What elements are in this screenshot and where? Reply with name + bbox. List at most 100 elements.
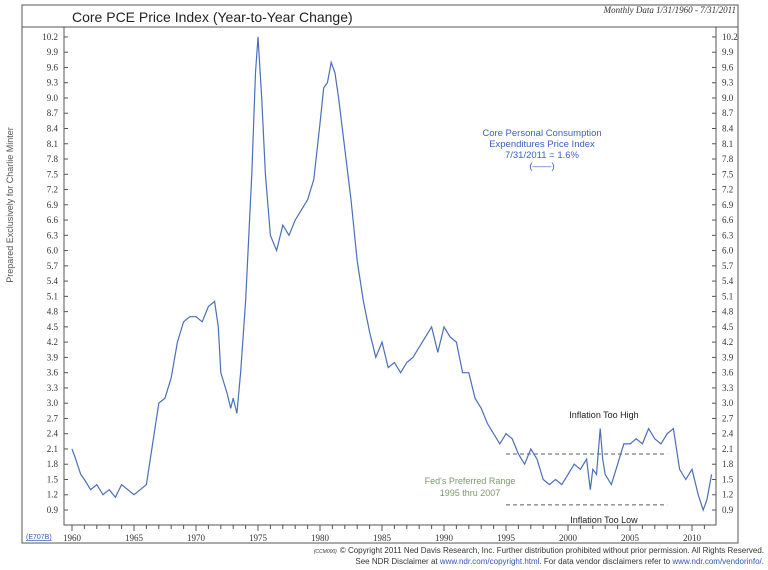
x-tick-label: 1995 — [497, 533, 516, 543]
y-tick-label-left: 7.8 — [47, 154, 59, 164]
y-tick-label-right: 2.4 — [722, 429, 734, 439]
y-tick-label-left: 1.5 — [47, 474, 59, 484]
y-tick-label-right: 6.3 — [722, 230, 734, 240]
y-tick-label-right: 3.9 — [722, 352, 734, 362]
y-tick-label-left: 2.4 — [47, 429, 59, 439]
vendorinfo-link[interactable]: www.ndr.com/vendorinfo/ — [671, 557, 762, 566]
legend-line: (——) — [529, 161, 554, 172]
y-tick-label-left: 10.2 — [42, 32, 58, 42]
x-tick-label: 1990 — [435, 533, 454, 543]
y-tick-label-right: 2.7 — [722, 413, 734, 423]
y-tick-label-left: 9.3 — [47, 78, 59, 88]
x-tick-label: 2005 — [621, 533, 640, 543]
y-tick-label-left: 0.9 — [47, 505, 59, 515]
x-tick-label: 1960 — [63, 533, 82, 543]
legend-line: Expenditures Price Index — [489, 139, 595, 150]
y-tick-label-right: 9.3 — [722, 78, 734, 88]
y-tick-label-right: 3.3 — [722, 383, 734, 393]
y-tick-label-right: 2.1 — [722, 444, 733, 454]
y-tick-label-left: 6.9 — [47, 200, 59, 210]
y-tick-label-left: 8.1 — [47, 139, 58, 149]
disclaimer-suffix: . — [762, 557, 764, 566]
x-tick-label: 1965 — [125, 533, 144, 543]
y-tick-label-right: 6.6 — [722, 215, 734, 225]
chart-title: Core PCE Price Index (Year-to-Year Chang… — [72, 9, 353, 25]
y-tick-label-right: 8.4 — [722, 124, 734, 134]
disclaimer-middle: . For data vendor disclaimers refer to — [539, 557, 672, 566]
y-tick-label-right: 5.7 — [722, 261, 734, 271]
y-tick-label-right: 0.9 — [722, 505, 734, 515]
x-tick-label: 1980 — [311, 533, 330, 543]
copyright: © Copyright 2011 Ned Davis Research, Inc… — [340, 546, 764, 555]
disclaimer-text: See NDR Disclaimer at www.ndr.com/copyri… — [355, 557, 764, 566]
y-tick-label-left: 2.1 — [47, 444, 58, 454]
y-tick-label-left: 1.8 — [47, 459, 59, 469]
y-tick-label-right: 4.8 — [722, 307, 734, 317]
y-tick-label-right: 8.7 — [722, 108, 734, 118]
y-tick-label-right: 4.2 — [722, 337, 733, 347]
y-tick-label-left: 6.0 — [47, 246, 59, 256]
y-tick-label-left: 5.1 — [47, 291, 58, 301]
y-tick-label-right: 1.2 — [722, 490, 733, 500]
y-tick-label-left: 5.4 — [47, 276, 59, 286]
inflation-too-high-label: Inflation Too High — [569, 410, 638, 420]
inflation-too-low-label: Inflation Too Low — [570, 515, 638, 525]
y-tick-label-right: 4.5 — [722, 322, 734, 332]
y-tick-label-left: 4.5 — [47, 322, 59, 332]
y-tick-label-right: 7.5 — [722, 169, 734, 179]
legend-line: Core Personal Consumption — [482, 128, 601, 139]
y-tick-label-left: 4.2 — [47, 337, 58, 347]
chart-code-link[interactable]: (E707B) — [26, 534, 52, 541]
y-tick-label-right: 5.1 — [722, 291, 733, 301]
y-tick-label-right: 9.6 — [722, 62, 734, 72]
y-tick-label-right: 1.5 — [722, 474, 734, 484]
copyright-link[interactable]: www.ndr.com/copyright.html — [439, 557, 540, 566]
y-tick-label-right: 9.9 — [722, 47, 734, 57]
y-tick-label-left: 3.9 — [47, 352, 59, 362]
y-tick-label-left: 8.4 — [47, 124, 59, 134]
y-tick-label-right: 8.1 — [722, 139, 733, 149]
y-tick-label-left: 1.2 — [47, 490, 58, 500]
y-tick-label-right: 7.2 — [722, 185, 733, 195]
y-tick-label-left: 9.0 — [47, 93, 59, 103]
x-tick-label: 2000 — [559, 533, 578, 543]
y-tick-label-left: 2.7 — [47, 413, 59, 423]
y-tick-label-left: 7.5 — [47, 169, 59, 179]
plot-frame — [63, 26, 717, 526]
chart-subtitle: Monthly Data 1/31/1960 - 7/31/2011 — [603, 5, 736, 15]
y-tick-label-left: 3.3 — [47, 383, 59, 393]
y-tick-label-left: 6.6 — [47, 215, 59, 225]
y-tick-label-left: 7.2 — [47, 185, 58, 195]
disclaimer-prefix: See NDR Disclaimer at — [355, 557, 439, 566]
y-tick-label-left: 6.3 — [47, 230, 59, 240]
y-tick-label-left: 8.7 — [47, 108, 59, 118]
y-tick-label-left: 4.8 — [47, 307, 59, 317]
y-tick-label-left: 5.7 — [47, 261, 59, 271]
y-tick-label-right: 1.8 — [722, 459, 734, 469]
y-tick-label-right: 6.9 — [722, 200, 734, 210]
y-tick-label-left: 9.9 — [47, 47, 59, 57]
y-tick-label-left: 3.6 — [47, 368, 59, 378]
y-tick-label-right: 5.4 — [722, 276, 734, 286]
x-tick-label: 1985 — [373, 533, 392, 543]
y-tick-label-right: 9.0 — [722, 93, 734, 103]
small-code: (CCM000) — [314, 549, 337, 555]
x-tick-label: 1975 — [249, 533, 268, 543]
range-label-1: Fed's Preferred Range — [425, 476, 516, 486]
y-tick-label-right: 3.6 — [722, 368, 734, 378]
y-tick-label-right: 7.8 — [722, 154, 734, 164]
x-tick-label: 2010 — [683, 533, 702, 543]
y-tick-label-right: 10.2 — [722, 32, 738, 42]
y-tick-label-right: 3.0 — [722, 398, 734, 408]
x-tick-label: 1970 — [187, 533, 206, 543]
copyright-text: (CCM000) © Copyright 2011 Ned Davis Resea… — [314, 546, 764, 555]
legend-line: 7/31/2011 = 1.6% — [505, 150, 580, 161]
range-label-2: 1995 thru 2007 — [440, 488, 501, 498]
outer-frame — [21, 4, 739, 544]
y-tick-label-right: 6.0 — [722, 246, 734, 256]
side-label: Prepared Exclusively for Charlie Minter — [5, 127, 15, 283]
y-tick-label-left: 9.6 — [47, 62, 59, 72]
y-tick-label-left: 3.0 — [47, 398, 59, 408]
series-line-core-pce — [71, 36, 713, 512]
